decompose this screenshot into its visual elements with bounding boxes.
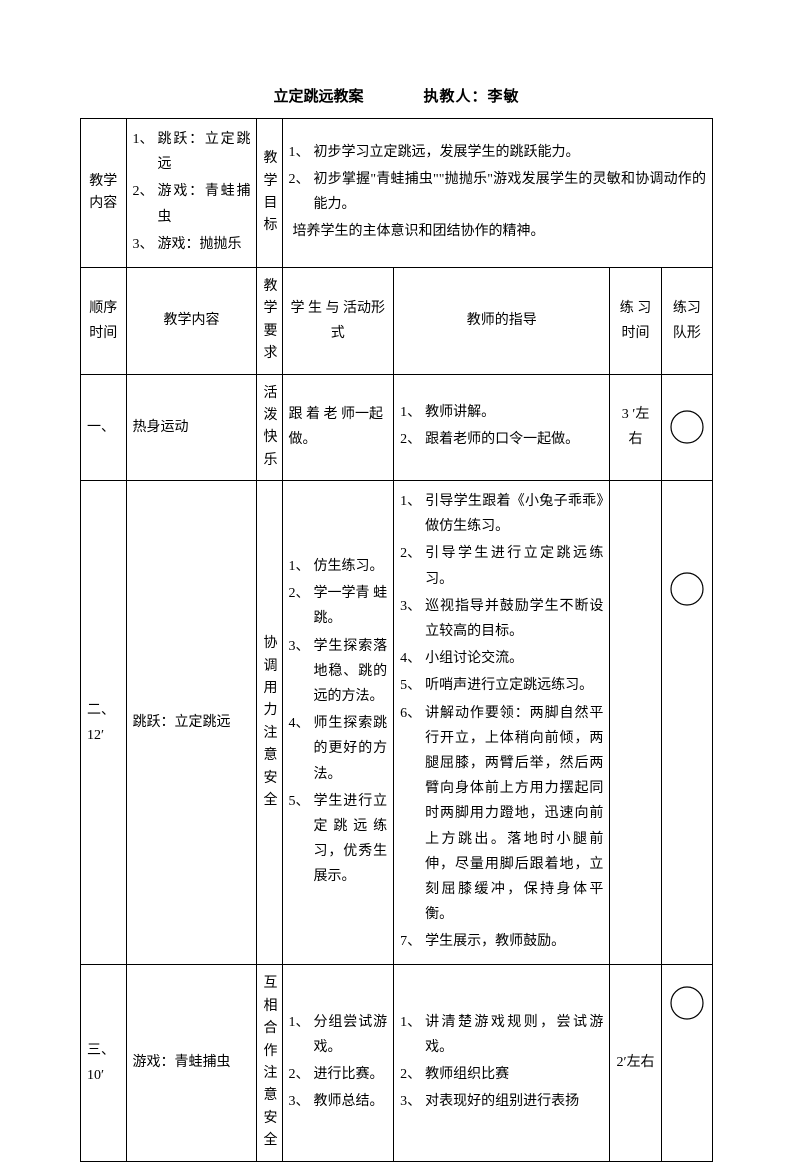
header-requirement: 教学要求 xyxy=(257,267,282,374)
seq-cell: 二、12′ xyxy=(81,481,127,965)
circle-icon xyxy=(669,409,705,445)
column-header-row: 顺序时间 教学内容 教学要求 学 生 与 活动形式 教师的指导 练 习时间 练习… xyxy=(81,267,713,374)
activity-cell: 跟 着 老 师一起做。 xyxy=(282,374,394,481)
header-practice-time: 练 习时间 xyxy=(610,267,661,374)
header-practice-form: 练习队形 xyxy=(661,267,712,374)
table-row: 二、12′ 跳跃：立定跳远 协 调 用 力 注 意 安 全 1、仿生练习。 2、… xyxy=(81,481,713,965)
table-row: 一、 热身运动 活 泼 快 乐 跟 着 老 师一起做。 1、教师讲解。 2、跟着… xyxy=(81,374,713,481)
header-activity: 学 生 与 活动形式 xyxy=(282,267,394,374)
content-cell: 游戏：青蛙捕虫 xyxy=(126,965,257,1161)
header-guide: 教师的指导 xyxy=(394,267,610,374)
guide-cell: 1、讲清楚游戏规则，尝试游戏。 2、教师组织比赛 3、对表现好的组别进行表扬 xyxy=(394,965,610,1161)
document-header: 立定跳远教案 执教人：李敏 xyxy=(80,85,713,106)
guide-cell: 1、引导学生跟着《小兔子乖乖》做仿生练习。 2、引导学生进行立定跳远练习。 3、… xyxy=(394,481,610,965)
circle-icon xyxy=(669,571,705,607)
guide-cell: 1、教师讲解。 2、跟着老师的口令一起做。 xyxy=(394,374,610,481)
lesson-content-label: 教学内容 xyxy=(81,119,127,268)
lesson-content-items: 1、跳跃：立定跳远 2、游戏：青蛙捕虫 3、游戏：抛抛乐 xyxy=(126,119,257,268)
activity-cell: 1、分组尝试游戏。 2、进行比赛。 3、教师总结。 xyxy=(282,965,394,1161)
formation-cell xyxy=(661,965,712,1161)
seq-cell: 一、 xyxy=(81,374,127,481)
objectives-items: 1、初步学习立定跳远，发展学生的跳跃能力。 2、初步掌握"青蛙捕虫""抛抛乐"游… xyxy=(282,119,712,268)
req-cell: 互 相 合 作 注 意 安 全 xyxy=(257,965,282,1161)
formation-cell xyxy=(661,374,712,481)
doc-instructor: 执教人：李敏 xyxy=(424,85,520,106)
doc-title: 立定跳远教案 xyxy=(273,85,363,106)
table-row: 三、10′ 游戏：青蛙捕虫 互 相 合 作 注 意 安 全 1、分组尝试游戏。 … xyxy=(81,965,713,1161)
formation-cell xyxy=(661,481,712,965)
time-cell: 2′左右 xyxy=(610,965,661,1161)
circle-icon xyxy=(669,985,705,1021)
req-cell: 活 泼 快 乐 xyxy=(257,374,282,481)
content-cell: 跳跃：立定跳远 xyxy=(126,481,257,965)
content-cell: 热身运动 xyxy=(126,374,257,481)
lesson-plan-table: 教学内容 1、跳跃：立定跳远 2、游戏：青蛙捕虫 3、游戏：抛抛乐 教学目标 1… xyxy=(80,118,713,1162)
header-content: 教学内容 xyxy=(126,267,257,374)
time-cell: 3 ′左右 xyxy=(610,374,661,481)
seq-cell: 三、10′ xyxy=(81,965,127,1161)
req-cell: 协 调 用 力 注 意 安 全 xyxy=(257,481,282,965)
activity-cell: 1、仿生练习。 2、学一学青 蛙跳。 3、学生探索落地稳、跳的远的方法。 4、师… xyxy=(282,481,394,965)
header-sequence: 顺序时间 xyxy=(81,267,127,374)
objectives-label: 教学目标 xyxy=(257,119,282,268)
header-content-row: 教学内容 1、跳跃：立定跳远 2、游戏：青蛙捕虫 3、游戏：抛抛乐 教学目标 1… xyxy=(81,119,713,268)
time-cell xyxy=(610,481,661,965)
